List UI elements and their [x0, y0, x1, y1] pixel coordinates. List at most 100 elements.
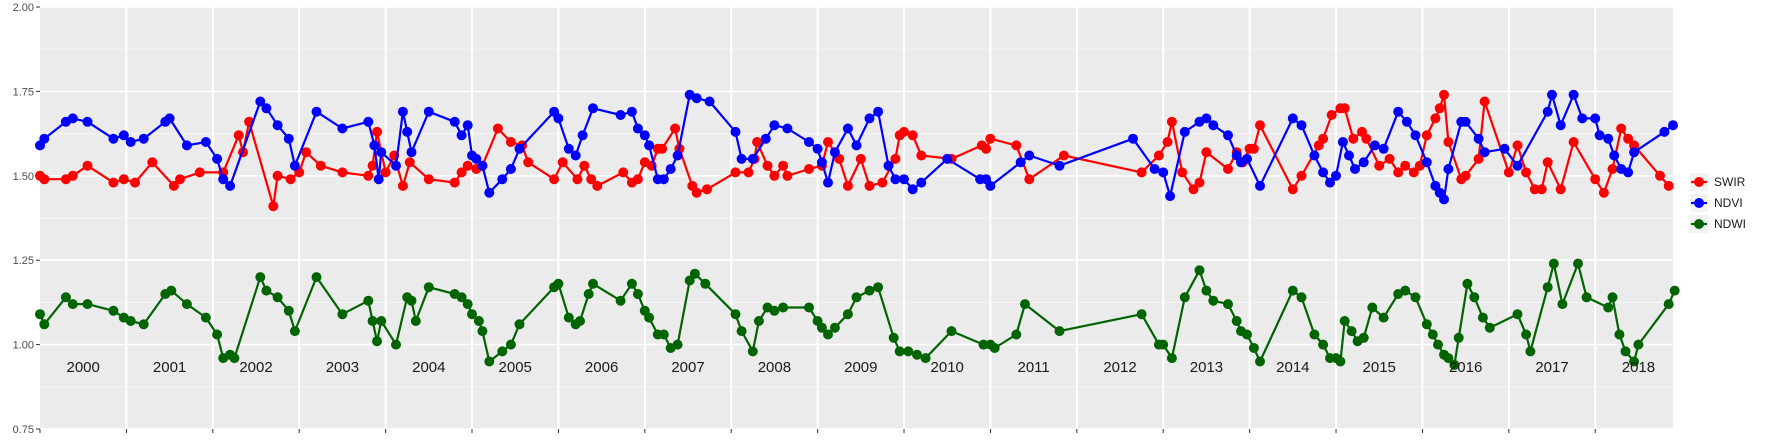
year-label: 2016 [1449, 359, 1482, 376]
data-point-ndwi [1453, 332, 1464, 343]
data-point-ndvi [1369, 140, 1380, 151]
data-point-ndwi [989, 343, 1000, 353]
year-label: 2008 [758, 359, 791, 376]
data-point-ndwi [1335, 356, 1346, 367]
data-point-swir [1542, 157, 1553, 168]
data-point-swir [916, 150, 927, 161]
data-point-swir [233, 130, 244, 141]
data-point-swir [82, 160, 93, 171]
series-swir [35, 89, 1674, 212]
data-point-ndwi [1400, 285, 1411, 296]
data-point-ndwi [1242, 329, 1252, 340]
year-label: 2018 [1622, 359, 1655, 376]
data-point-swir [1616, 123, 1627, 134]
data-point-ndvi [1255, 180, 1265, 191]
data-point-ndvi [1603, 133, 1614, 144]
data-point-swir [702, 184, 712, 195]
data-point-ndvi [1165, 191, 1176, 202]
data-point-ndwi [261, 285, 272, 296]
series-layer [35, 89, 1680, 370]
data-point-ndvi [484, 187, 495, 198]
data-point-ndvi [118, 130, 129, 141]
data-point-ndvi [200, 137, 211, 147]
data-point-swir [657, 143, 668, 154]
data-point-ndwi [1421, 319, 1432, 330]
data-point-swir [108, 177, 119, 188]
data-point-ndwi [1346, 326, 1357, 337]
data-point-ndvi [942, 153, 953, 164]
data-point-ndvi [449, 116, 460, 127]
data-point-ndvi [225, 180, 236, 191]
data-point-ndwi [125, 316, 136, 326]
data-point-swir [118, 174, 129, 185]
data-point-ndwi [1201, 285, 1212, 296]
data-point-ndwi [1158, 339, 1169, 350]
data-point-swir [586, 174, 597, 185]
data-point-ndvi [397, 106, 408, 117]
data-point-ndwi [894, 346, 905, 357]
data-point-swir [1188, 184, 1199, 195]
data-point-ndvi [423, 106, 434, 117]
year-label: 2017 [1535, 359, 1568, 376]
data-point-ndwi [1011, 329, 1022, 340]
data-point-ndwi [1231, 316, 1242, 326]
data-point-ndvi [1128, 133, 1138, 144]
data-point-ndwi [1521, 329, 1532, 340]
data-point-ndvi [1668, 120, 1678, 131]
data-point-ndvi [283, 133, 294, 144]
data-point-swir [907, 130, 918, 141]
data-point-ndwi [1462, 278, 1473, 289]
data-point-ndwi [477, 326, 488, 337]
data-point-ndwi [888, 332, 899, 343]
data-point-swir [1536, 184, 1547, 195]
data-point-ndvi [1590, 113, 1601, 124]
data-point-ndwi [1512, 309, 1523, 320]
data-point-swir [1177, 167, 1188, 178]
data-point-swir [592, 180, 603, 191]
data-point-swir [1568, 137, 1579, 147]
data-point-swir [301, 147, 312, 158]
data-point-swir [804, 164, 814, 174]
legend-item-ndwi: NDWI [1690, 215, 1746, 233]
data-point-ndvi [1309, 150, 1320, 161]
data-point-swir [67, 170, 78, 181]
data-point-ndwi [1557, 299, 1568, 310]
data-point-ndvi [730, 126, 741, 137]
data-point-swir [557, 157, 568, 168]
data-point-ndwi [769, 305, 780, 316]
data-point-swir [367, 160, 378, 171]
data-point-ndwi [1309, 329, 1320, 340]
year-label: 2001 [153, 359, 186, 376]
data-point-swir [404, 157, 415, 168]
data-point-swir [1503, 167, 1514, 178]
data-point-swir [315, 160, 326, 171]
legend-label: SWIR [1714, 175, 1746, 189]
data-point-ndwi [615, 295, 626, 306]
data-point-ndvi [164, 113, 175, 124]
data-point-ndvi [1149, 164, 1160, 174]
data-point-swir [1473, 153, 1484, 164]
data-point-ndvi [1555, 120, 1566, 131]
data-point-swir [523, 157, 534, 168]
year-label: 2011 [1017, 359, 1049, 376]
data-point-swir [1655, 170, 1665, 181]
data-point-ndwi [626, 278, 637, 289]
data-point-ndvi [1542, 106, 1553, 117]
data-point-ndvi [1568, 89, 1579, 100]
data-point-ndwi [632, 289, 643, 299]
data-point-swir [1623, 133, 1634, 144]
data-point-ndwi [1358, 332, 1369, 343]
data-point-swir [890, 153, 901, 164]
year-label: 2002 [239, 359, 272, 376]
data-point-swir [1434, 103, 1445, 114]
data-point-ndvi [782, 123, 793, 134]
data-point-swir [1384, 153, 1395, 164]
data-point-swir [1339, 103, 1350, 114]
data-point-ndvi [1547, 89, 1557, 100]
data-point-ndwi [1477, 312, 1488, 323]
data-point-ndvi [1512, 160, 1523, 171]
data-point-ndvi [829, 147, 840, 158]
data-point-ndvi [1421, 157, 1432, 168]
data-point-swir [1166, 116, 1177, 127]
data-point-ndvi [644, 140, 655, 151]
